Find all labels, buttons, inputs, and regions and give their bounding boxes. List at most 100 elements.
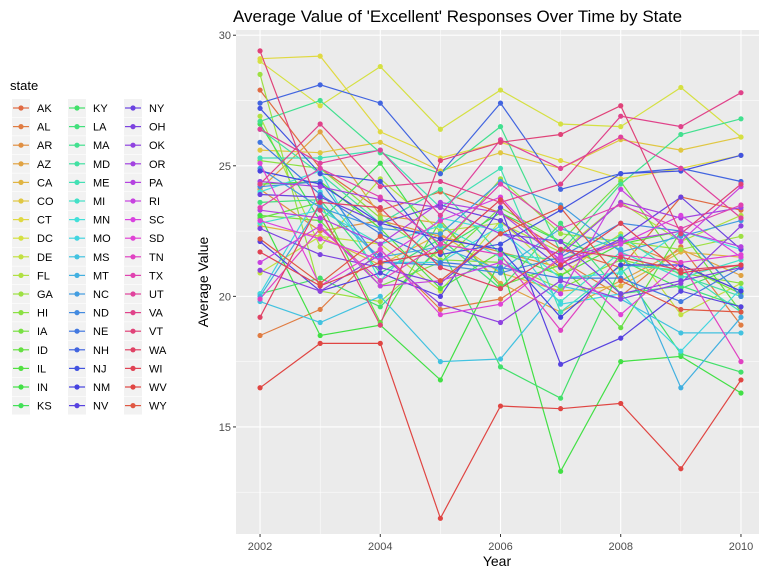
data-point-nh — [317, 82, 323, 88]
legend-key-point — [130, 161, 136, 167]
legend-label: PA — [149, 177, 164, 189]
data-point-in — [317, 332, 323, 339]
data-point-ne — [437, 259, 443, 266]
legend-label: TN — [149, 252, 164, 264]
data-point-vt — [678, 231, 684, 237]
legend-key-point — [130, 235, 136, 241]
data-point-ok — [618, 296, 624, 302]
data-point-nm — [257, 168, 263, 174]
legend-item-nv: NV — [68, 396, 109, 415]
data-point-in — [738, 390, 744, 396]
legend-label: NE — [93, 326, 108, 338]
legend-item-me: ME — [68, 173, 110, 192]
legend-item-wy: WY — [124, 396, 167, 415]
data-point-wa — [377, 204, 383, 211]
legend-key-point — [74, 105, 80, 111]
legend-key-point — [130, 124, 136, 130]
legend-item-or: OR — [124, 154, 166, 173]
data-point-mo — [678, 348, 684, 354]
data-point-pa — [497, 210, 504, 216]
legend-key-point — [18, 365, 24, 371]
data-point-wy — [377, 233, 383, 239]
legend-key-point — [74, 328, 80, 334]
legend-key-point — [18, 254, 24, 260]
data-point-nv — [618, 335, 624, 341]
data-point-nv — [497, 204, 504, 211]
data-point-dc — [377, 63, 383, 70]
data-point-sd — [738, 251, 744, 258]
data-point-ok — [257, 267, 263, 273]
data-point-wa — [558, 246, 564, 252]
data-point-vt — [558, 131, 564, 138]
legend-item-co: CO — [12, 192, 54, 210]
data-point-pa — [738, 244, 744, 250]
data-point-tx — [738, 202, 744, 208]
data-point-ms — [437, 359, 443, 365]
data-point-ct — [317, 53, 323, 59]
legend-key-point — [130, 254, 136, 260]
legend-key-point — [74, 310, 80, 316]
y-tick-label: 25 — [219, 161, 231, 173]
data-point-ut — [678, 165, 684, 172]
data-point-wi — [558, 262, 564, 268]
data-point-dc — [678, 84, 684, 91]
data-point-id — [618, 325, 624, 331]
legend-label: WA — [149, 345, 167, 357]
legend-key-point — [18, 217, 24, 223]
data-point-al — [738, 322, 744, 328]
data-point-fl — [257, 113, 263, 119]
data-point-ok — [558, 278, 564, 284]
data-point-ms — [558, 283, 564, 289]
data-point-oh — [257, 225, 263, 232]
data-point-ut — [738, 215, 744, 221]
data-point-wy — [257, 236, 263, 242]
data-point-tn — [738, 359, 744, 365]
legend-title: state — [10, 78, 38, 93]
legend-item-mi: MI — [68, 192, 105, 210]
legend-item-ca: CA — [12, 173, 53, 192]
data-point-ma — [678, 131, 684, 138]
legend-label: DC — [37, 233, 53, 245]
data-point-dc — [437, 126, 443, 132]
legend-label: IN — [37, 382, 48, 394]
data-point-va — [738, 90, 744, 96]
legend-item-mo: MO — [68, 229, 111, 248]
legend-label: NJ — [93, 363, 106, 375]
data-point-nj — [738, 152, 744, 158]
data-point-md — [437, 186, 443, 192]
data-point-va — [257, 181, 263, 187]
legend-label: OK — [149, 140, 166, 152]
data-point-nh — [437, 171, 443, 177]
data-point-oh — [377, 265, 383, 271]
data-point-wv — [678, 466, 684, 472]
legend-item-az: AZ — [12, 154, 51, 173]
legend-key-point — [18, 235, 24, 241]
data-point-nc — [437, 231, 443, 237]
data-point-va — [317, 121, 323, 127]
legend-item-sd: SD — [124, 229, 164, 248]
legend-key-point — [74, 365, 80, 371]
legend-key-point — [74, 272, 80, 278]
data-point-ky — [497, 364, 504, 370]
legend-key-point — [74, 124, 80, 130]
legend-label: CO — [37, 196, 54, 208]
data-point-nh — [497, 100, 504, 106]
legend-key-point — [130, 328, 136, 334]
data-point-vt — [257, 48, 263, 54]
y-tick-label: 30 — [219, 30, 231, 42]
data-point-ne — [678, 298, 684, 305]
legend-label: AK — [37, 103, 52, 115]
data-point-nv — [678, 288, 684, 294]
data-point-wy — [497, 231, 504, 237]
data-point-tx — [497, 181, 504, 187]
data-point-wi — [377, 259, 383, 266]
data-point-wa — [497, 285, 504, 292]
data-point-sc — [317, 236, 323, 242]
data-point-oh — [558, 238, 564, 245]
x-tick-label: 2004 — [368, 541, 392, 553]
legend-label: IL — [37, 363, 46, 375]
data-point-in — [437, 377, 443, 383]
legend-item-nh: NH — [68, 340, 109, 359]
data-point-nd — [497, 270, 504, 276]
data-point-tx — [618, 202, 624, 208]
